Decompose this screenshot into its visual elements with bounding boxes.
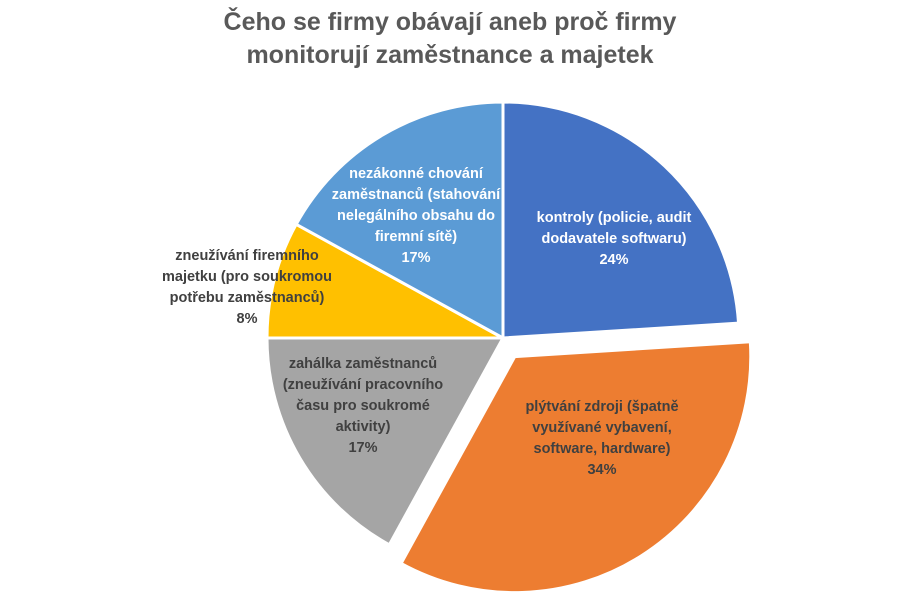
label-line: nezákonné chování bbox=[349, 166, 483, 182]
label-line: využívané vybavení, bbox=[532, 420, 672, 436]
chart-title-line-1: Čeho se firmy obávají aneb proč firmy bbox=[223, 8, 677, 36]
slice-percent: 34% bbox=[587, 462, 617, 478]
chart-title: Čeho se firmy obávají aneb proč firmy mo… bbox=[0, 6, 900, 72]
slice-label-plytvani: plýtvání zdroji (špatně využívané vybave… bbox=[500, 397, 704, 481]
label-line: potřebu zaměstnanců) bbox=[169, 290, 325, 306]
label-line: kontroly (policie, audit bbox=[536, 210, 692, 226]
slice-percent: 24% bbox=[599, 252, 629, 268]
label-line: software, hardware) bbox=[533, 441, 671, 457]
label-line: plýtvání zdroji (špatně bbox=[525, 399, 679, 415]
pie-slice bbox=[294, 100, 505, 340]
pie-slice bbox=[265, 222, 505, 340]
slice-label-kontroly: kontroly (policie, audit dodavatele soft… bbox=[508, 208, 720, 271]
label-line: zneužívání firemního bbox=[175, 248, 319, 264]
slice-label-nezakonne: nezákonné chování zaměstnanců (stahování… bbox=[318, 164, 514, 269]
label-line: dodavatele softwaru) bbox=[541, 231, 687, 247]
label-line: (zneužívání pracovního bbox=[282, 377, 444, 393]
label-line: zahálka zaměstnanců bbox=[288, 356, 438, 372]
label-line: nelegálního obsahu do bbox=[337, 208, 495, 224]
slice-percent: 17% bbox=[401, 250, 431, 266]
pie-slice bbox=[501, 100, 741, 340]
pie-slice bbox=[399, 340, 753, 595]
label-line: firemní sítě) bbox=[374, 229, 458, 245]
slice-label-zneuzivani: zneužívání firemního majetku (pro soukro… bbox=[152, 246, 342, 330]
slice-percent: 8% bbox=[236, 311, 258, 327]
label-line: času pro soukromé bbox=[296, 398, 430, 414]
label-line: majetku (pro soukromou bbox=[162, 269, 332, 285]
pie-slice bbox=[265, 336, 505, 547]
label-line: zaměstnanců (stahování bbox=[331, 187, 501, 203]
slice-label-zahalka: zahálka zaměstnanců (zneužívání pracovní… bbox=[268, 354, 458, 459]
chart-title-line-2: monitorují zaměstnance a majetek bbox=[246, 41, 654, 69]
slice-percent: 17% bbox=[348, 440, 378, 456]
label-line: aktivity) bbox=[335, 419, 391, 435]
